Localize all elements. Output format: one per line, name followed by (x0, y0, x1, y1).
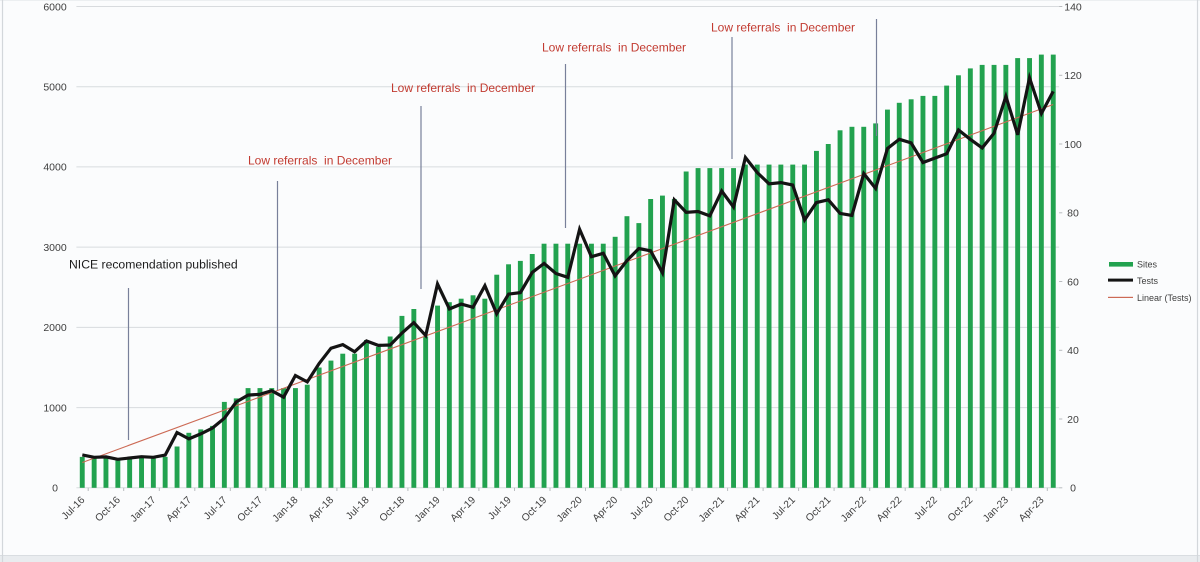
svg-text:0: 0 (52, 483, 58, 495)
svg-text:NICE recomendation published: NICE recomendation published (69, 258, 238, 272)
svg-text:40: 40 (1067, 345, 1079, 357)
svg-text:120: 120 (1064, 70, 1082, 82)
svg-text:Low referrals in December: Low referrals in December (248, 154, 392, 168)
svg-text:80: 80 (1067, 208, 1079, 220)
svg-text:3000: 3000 (43, 242, 67, 254)
svg-text:Sites: Sites (1137, 260, 1158, 270)
svg-text:140: 140 (1064, 1, 1082, 13)
svg-text:2000: 2000 (43, 322, 67, 334)
svg-text:100: 100 (1064, 139, 1082, 151)
svg-text:1000: 1000 (43, 402, 67, 414)
svg-text:60: 60 (1067, 276, 1079, 288)
svg-text:Low referrals in December: Low referrals in December (391, 81, 535, 95)
svg-text:Linear (Tests): Linear (Tests) (1137, 293, 1192, 303)
svg-text:Tests: Tests (1137, 276, 1159, 286)
svg-text:5000: 5000 (43, 82, 67, 94)
svg-text:0: 0 (1070, 483, 1076, 495)
svg-text:4000: 4000 (43, 162, 67, 174)
svg-text:Low referrals in December: Low referrals in December (711, 21, 855, 35)
svg-text:20: 20 (1067, 414, 1079, 426)
svg-text:Low referrals in December: Low referrals in December (542, 41, 686, 55)
svg-text:6000: 6000 (43, 1, 67, 13)
